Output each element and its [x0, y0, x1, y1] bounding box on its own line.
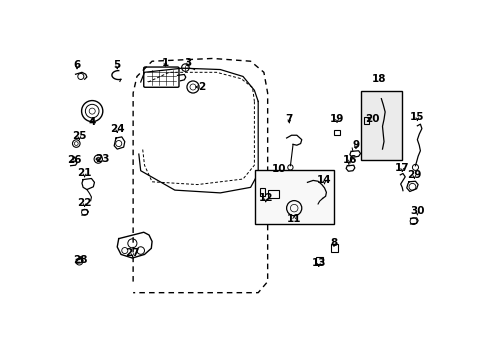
Text: 28: 28	[73, 255, 88, 265]
Text: 20: 20	[365, 114, 379, 123]
Text: 30: 30	[409, 207, 424, 216]
Bar	[361, 91, 401, 160]
Text: 21: 21	[77, 168, 92, 179]
Text: 6: 6	[73, 60, 81, 70]
Bar	[260, 188, 265, 196]
Text: 5: 5	[113, 60, 121, 70]
Text: 3: 3	[184, 58, 191, 68]
Text: 13: 13	[311, 258, 325, 268]
Text: 9: 9	[352, 140, 359, 150]
Text: 22: 22	[77, 198, 92, 208]
Text: 8: 8	[330, 238, 337, 248]
Bar	[333, 130, 339, 135]
Text: 4: 4	[88, 117, 96, 127]
Text: 2: 2	[197, 82, 204, 92]
Text: 27: 27	[125, 248, 140, 258]
Text: 19: 19	[329, 114, 344, 124]
Text: 15: 15	[409, 112, 424, 122]
Text: 26: 26	[67, 156, 81, 166]
Text: 11: 11	[286, 214, 301, 224]
Bar	[255, 170, 333, 224]
Text: 7: 7	[285, 114, 292, 125]
Text: 29: 29	[407, 170, 421, 180]
Text: 14: 14	[317, 175, 331, 185]
Text: 18: 18	[371, 74, 385, 84]
Bar	[315, 257, 322, 264]
Text: 10: 10	[271, 164, 285, 174]
Bar	[330, 244, 337, 252]
Text: 25: 25	[72, 131, 86, 141]
Text: 23: 23	[95, 154, 110, 164]
Text: 24: 24	[110, 124, 124, 134]
Text: 17: 17	[394, 163, 408, 173]
Text: 12: 12	[258, 193, 272, 203]
Text: 1: 1	[162, 58, 169, 68]
Bar	[267, 190, 279, 198]
Bar	[364, 117, 368, 123]
Text: 16: 16	[342, 155, 356, 165]
